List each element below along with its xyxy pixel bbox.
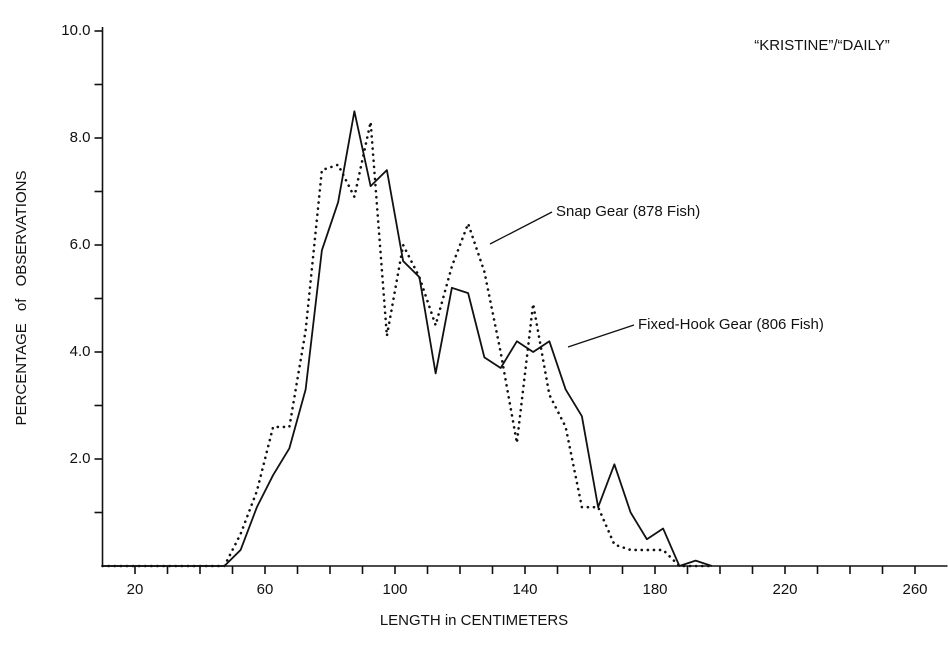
x-tick-label: 180 (642, 581, 667, 598)
y-tick-label: 2.0 (70, 450, 91, 467)
leader-line (567, 324, 635, 348)
x-tick-label: 220 (772, 581, 797, 598)
leader-line (489, 211, 553, 245)
annotation: Fixed-Hook Gear (806 Fish) (638, 316, 824, 333)
y-tick-label: 10.0 (61, 22, 90, 39)
y-tick-label: 8.0 (70, 129, 91, 146)
y-tick-label: 6.0 (70, 236, 91, 253)
series-line (102, 110, 713, 567)
x-tick-label: 260 (902, 581, 927, 598)
x-tick-label: 20 (127, 581, 144, 598)
annotation: “KRISTINE”/“DAILY” (754, 37, 890, 54)
x-tick-label: 140 (512, 581, 537, 598)
y-tick-label: 4.0 (70, 343, 91, 360)
annotation: Snap Gear (878 Fish) (556, 203, 700, 220)
y-axis-label: PERCENTAGE of OBSERVATIONS (13, 171, 30, 426)
series-line (101, 120, 714, 568)
x-axis-label: LENGTH in CENTIMETERS (380, 612, 568, 629)
x-tick-label: 60 (257, 581, 274, 598)
x-tick-label: 100 (382, 581, 407, 598)
